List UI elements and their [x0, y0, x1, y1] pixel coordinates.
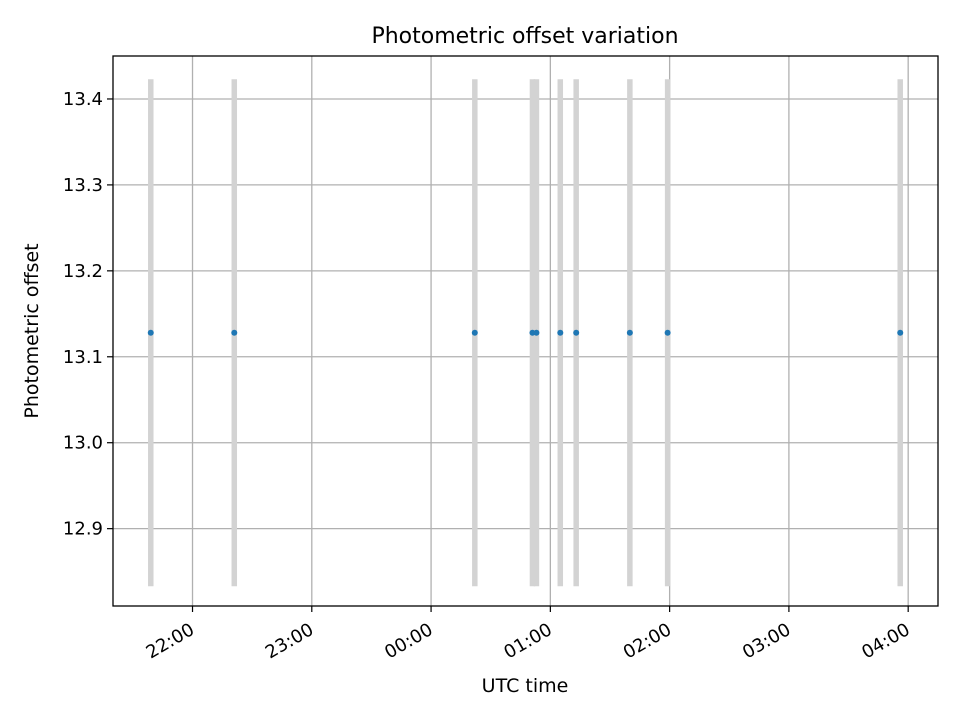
data-point — [147, 329, 154, 336]
y-axis-label: Photometric offset — [21, 243, 43, 418]
x-tick-label: 01:00 — [500, 619, 555, 663]
x-axis-label: UTC time — [482, 675, 569, 697]
plot-frame — [112, 55, 939, 607]
x-tick-label: 02:00 — [620, 619, 675, 663]
y-tick-label: 13.1 — [63, 347, 103, 368]
x-tick-label: 22:00 — [143, 619, 198, 663]
y-tick-label: 13.4 — [63, 89, 103, 110]
y-axis-ticks: 12.9 13.0 13.1 13.2 13.3 13.4 — [63, 89, 113, 540]
x-tick-label: 04:00 — [858, 619, 913, 663]
data-point — [897, 329, 904, 336]
data-point — [573, 329, 580, 336]
x-tick-label: 00:00 — [381, 619, 436, 663]
x-tick-label: 23:00 — [262, 619, 317, 663]
data-point — [533, 329, 540, 336]
data-point — [664, 329, 671, 336]
y-tick-label: 13.3 — [63, 175, 103, 196]
y-tick-label: 13.2 — [63, 261, 103, 282]
data-point — [626, 329, 633, 336]
data-point — [231, 329, 238, 336]
data-point — [557, 329, 564, 336]
error-bars — [148, 79, 903, 587]
chart-title: Photometric offset variation — [371, 24, 678, 49]
y-tick-label: 12.9 — [63, 519, 103, 540]
data-points — [147, 329, 904, 336]
x-axis-ticks: 22:00 23:00 00:00 01:00 02:00 03:00 04:00 — [143, 606, 914, 663]
x-tick-label: 03:00 — [739, 619, 794, 663]
data-point — [471, 329, 478, 336]
y-tick-label: 13.0 — [63, 433, 103, 454]
